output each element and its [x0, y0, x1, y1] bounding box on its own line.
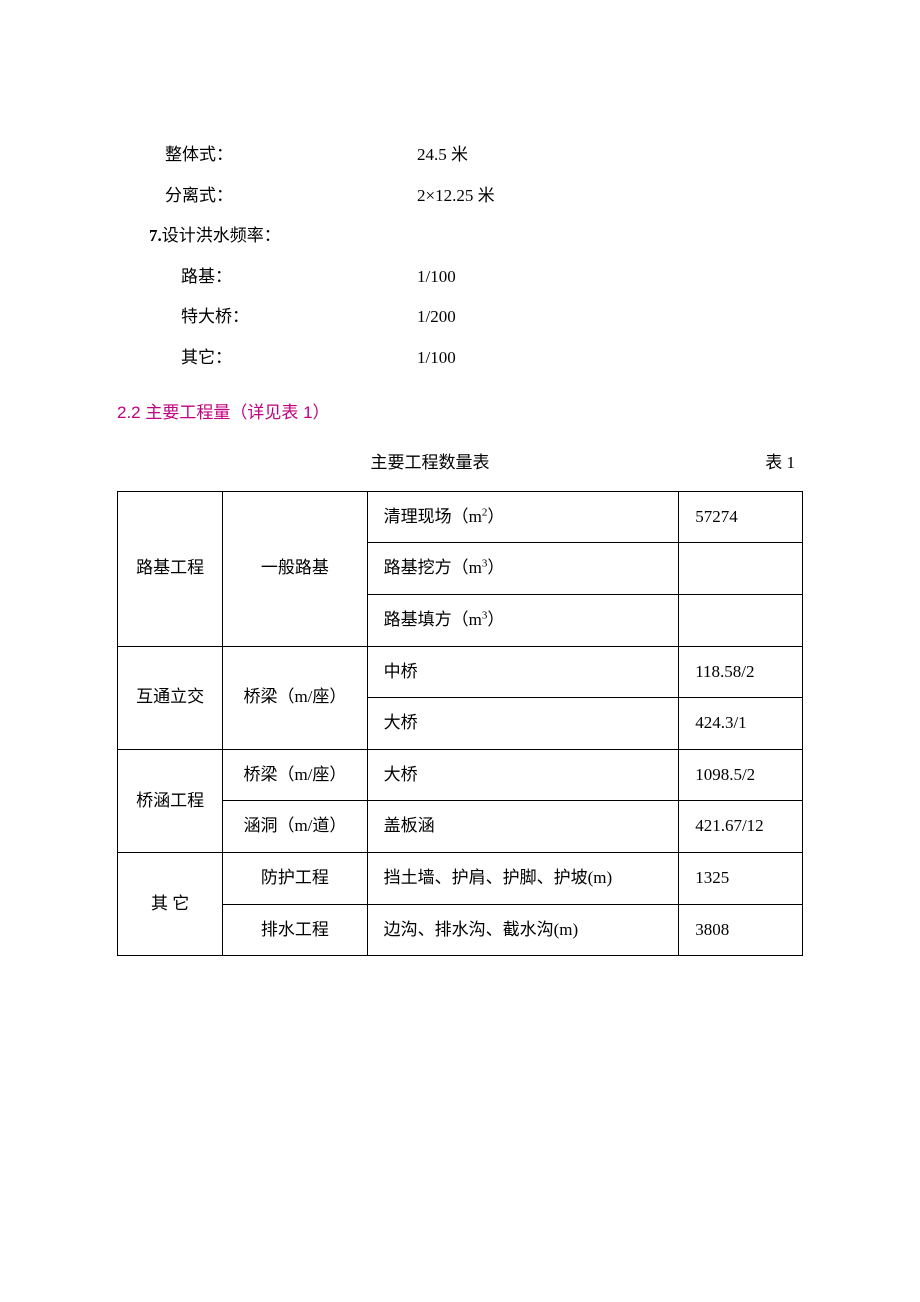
cell-category: 桥涵工程: [118, 749, 223, 852]
spec-value: 2×12.25 米: [417, 181, 803, 212]
cell-value: 3808: [679, 904, 803, 956]
cell-value: 118.58/2: [679, 646, 803, 698]
spec-row: 其它： 1/100: [117, 343, 803, 374]
spec-number: 7.: [149, 226, 162, 245]
table-row: 路基工程 一般路基 清理现场（m2） 57274: [118, 491, 803, 543]
spec-value: [417, 221, 803, 252]
cell-value: [679, 543, 803, 595]
cell-category: 互通立交: [118, 646, 223, 749]
table-row: 互通立交 桥梁（m/座） 中桥 118.58/2: [118, 646, 803, 698]
caption-title: 主要工程数量表: [125, 448, 735, 479]
spec-label-heading: 7.设计洪水频率：: [117, 221, 417, 252]
cell-value: [679, 594, 803, 646]
spec-value: 24.5 米: [417, 140, 803, 171]
cell-item: 盖板涵: [367, 801, 679, 853]
spec-row: 整体式： 24.5 米: [117, 140, 803, 171]
spec-row: 特大桥： 1/200: [117, 302, 803, 333]
spec-label: 分离式：: [117, 181, 417, 212]
spec-label: 路基：: [117, 262, 417, 293]
cell-item: 路基挖方（m3）: [367, 543, 679, 595]
cell-item: 清理现场（m2）: [367, 491, 679, 543]
cell-subcategory: 涵洞（m/道）: [223, 801, 367, 853]
caption-number: 表 1: [735, 448, 795, 479]
cell-value: 421.67/12: [679, 801, 803, 853]
spec-row: 路基： 1/100: [117, 262, 803, 293]
cell-item: 路基填方（m3）: [367, 594, 679, 646]
cell-item: 中桥: [367, 646, 679, 698]
cell-value: 57274: [679, 491, 803, 543]
cell-subcategory: 防护工程: [223, 852, 367, 904]
cell-value: 424.3/1: [679, 698, 803, 750]
cell-category: 路基工程: [118, 491, 223, 646]
cell-item: 大桥: [367, 698, 679, 750]
spec-list: 整体式： 24.5 米 分离式： 2×12.25 米 7.设计洪水频率： 路基：…: [117, 140, 803, 374]
spec-label: 特大桥：: [117, 302, 417, 333]
cell-item: 边沟、排水沟、截水沟(m): [367, 904, 679, 956]
cell-value: 1325: [679, 852, 803, 904]
cell-value: 1098.5/2: [679, 749, 803, 801]
cell-subcategory: 排水工程: [223, 904, 367, 956]
cell-subcategory: 桥梁（m/座）: [223, 646, 367, 749]
cell-item: 挡土墙、护肩、护脚、护坡(m): [367, 852, 679, 904]
spec-label: 其它：: [117, 343, 417, 374]
section-heading: 2.2 主要工程量（详见表 1）: [117, 398, 803, 429]
quantity-table: 路基工程 一般路基 清理现场（m2） 57274 路基挖方（m3） 路基填方（m…: [117, 491, 803, 956]
table-row: 桥涵工程 桥梁（m/座） 大桥 1098.5/2: [118, 749, 803, 801]
spec-value: 1/200: [417, 302, 803, 333]
spec-row: 7.设计洪水频率：: [117, 221, 803, 252]
cell-subcategory: 桥梁（m/座）: [223, 749, 367, 801]
table-caption: 主要工程数量表 表 1: [117, 448, 803, 479]
table-row: 其 它 防护工程 挡土墙、护肩、护脚、护坡(m) 1325: [118, 852, 803, 904]
cell-subcategory: 一般路基: [223, 491, 367, 646]
cell-item: 大桥: [367, 749, 679, 801]
cell-category: 其 它: [118, 852, 223, 955]
spec-label: 整体式：: [117, 140, 417, 171]
spec-row: 分离式： 2×12.25 米: [117, 181, 803, 212]
spec-value: 1/100: [417, 262, 803, 293]
spec-value: 1/100: [417, 343, 803, 374]
